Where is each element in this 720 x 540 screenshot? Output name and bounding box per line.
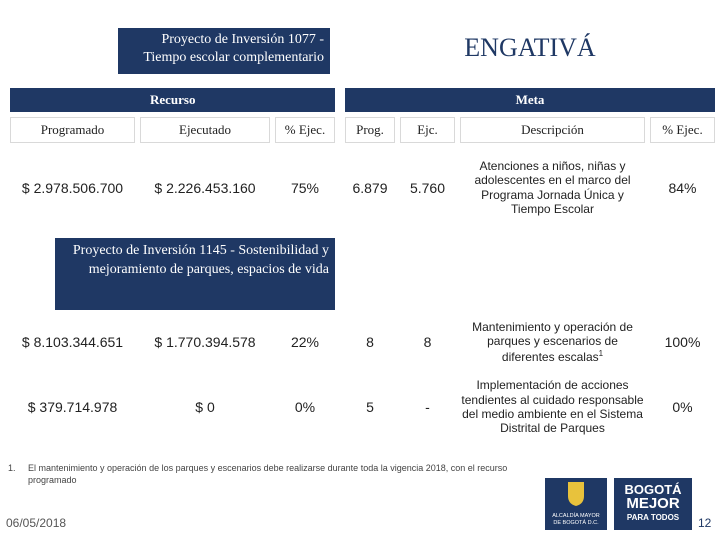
value-cell: $ 1.770.394.578	[140, 316, 270, 368]
logo-bogota: BOGOTÁ MEJOR PARA TODOS	[614, 478, 692, 530]
value-cell: 6.879	[345, 150, 395, 225]
description-cell: Implementación de acciones tendientes al…	[460, 372, 645, 442]
value-cell: 0%	[650, 372, 715, 442]
column-header: % Ejec.	[275, 117, 335, 143]
cell-text: 6.879	[352, 179, 388, 196]
logo-left-text: ALCALDÍA MAYOR DE BOGOTÁ D.C.	[552, 513, 600, 526]
group-meta: Meta	[345, 88, 715, 112]
column-header: Ejc.	[400, 117, 455, 143]
value-cell: 100%	[650, 316, 715, 368]
value-cell: 8	[400, 316, 455, 368]
cell-text: $ 1.770.394.578	[154, 334, 256, 350]
cell-text: 8	[366, 334, 374, 350]
column-header: Programado	[10, 117, 135, 143]
footnote-ref: 1	[598, 348, 604, 358]
column-header: % Ejec.	[650, 117, 715, 143]
value-cell: 84%	[650, 150, 715, 225]
value-cell: $ 2.226.453.160	[140, 150, 270, 225]
logo-line1: BOGOTÁ	[624, 482, 682, 497]
cell-text: -	[425, 399, 430, 415]
locality: ENGATIVÁ	[464, 33, 596, 62]
cell-text: 8	[423, 334, 432, 350]
logo-line2: MEJOR	[626, 495, 680, 512]
value-cell: -	[400, 372, 455, 442]
group-recurso: Recurso	[10, 88, 335, 112]
cell-text: $ 379.714.978	[27, 399, 118, 415]
cell-text: 100%	[664, 334, 701, 350]
cell-text: 75%	[290, 179, 320, 196]
cell-text: $ 0	[195, 399, 215, 415]
cell-text: Implementación de acciones tendientes al…	[461, 378, 644, 436]
value-cell: 8	[345, 316, 395, 368]
project2-title: Proyecto de Inversión 1145 - Sostenibili…	[55, 238, 335, 310]
description-cell: Atenciones a niños, niñas y adolescentes…	[460, 150, 645, 225]
value-cell: $ 2.978.506.700	[10, 150, 135, 225]
value-cell: 75%	[275, 150, 335, 225]
page-number: 12	[698, 516, 712, 530]
column-header: Ejecutado	[140, 117, 270, 143]
footnote-marker: 1.	[8, 463, 16, 473]
cell-text: 0%	[672, 399, 693, 415]
value-cell: 0%	[275, 372, 335, 442]
cell-text: 22%	[290, 334, 320, 350]
shield	[568, 482, 584, 506]
cell-text: 0%	[294, 399, 316, 415]
project-title: Proyecto de Inversión 1077 - Tiempo esco…	[118, 28, 330, 74]
date: 06/05/2018	[6, 516, 67, 530]
description-cell: Mantenimiento y operación de parques y e…	[460, 316, 645, 368]
cell-text: $ 2.226.453.160	[154, 179, 256, 196]
value-cell: 5	[345, 372, 395, 442]
cell-text: $ 8.103.344.651	[21, 334, 124, 350]
cell-text: Atenciones a niños, niñas y adolescentes…	[474, 158, 631, 216]
value-cell: 22%	[275, 316, 335, 368]
column-header: Descripción	[460, 117, 645, 143]
column-header: Prog.	[345, 117, 395, 143]
escudo-icon	[568, 482, 584, 506]
cell-text: 84%	[668, 179, 697, 196]
value-cell: $ 379.714.978	[10, 372, 135, 442]
cell-text: 5	[366, 399, 374, 415]
logo-line3: PARA TODOS	[626, 513, 680, 522]
cell-text: $ 2.978.506.700	[21, 179, 124, 196]
value-cell: $ 8.103.344.651	[10, 316, 135, 368]
footnote: El mantenimiento y operación de los parq…	[28, 463, 508, 485]
cell-text: 5.760	[409, 179, 446, 196]
cell-text: Mantenimiento y operación de parques y e…	[472, 319, 633, 364]
value-cell: $ 0	[140, 372, 270, 442]
value-cell: 5.760	[400, 150, 455, 225]
logo-escudo: ALCALDÍA MAYOR DE BOGOTÁ D.C.	[545, 478, 607, 530]
